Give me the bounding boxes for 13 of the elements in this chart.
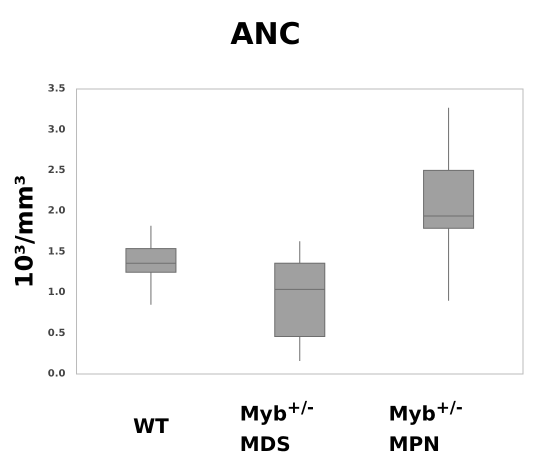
y-tick-label: 3.0 xyxy=(48,124,66,136)
y-tick-label: 1.0 xyxy=(48,287,66,298)
y-tick-label: 0.0 xyxy=(48,368,66,380)
chart-title: ANC xyxy=(230,16,301,52)
y-tick-label: 3.5 xyxy=(48,84,66,95)
y-tick-label: 0.5 xyxy=(48,328,66,339)
y-tick-label: 2.5 xyxy=(48,165,66,176)
x-tick-label: Myb$^{+/-}$ MPN xyxy=(388,397,464,458)
y-axis-title: 10³/mm³ xyxy=(10,174,39,288)
x-tick-label: Myb$^{+/-}$ MDS xyxy=(240,397,315,458)
y-tick-label: 1.5 xyxy=(48,246,66,258)
y-tick-label: 2.0 xyxy=(48,206,66,217)
x-tick-label: WT xyxy=(133,413,169,440)
